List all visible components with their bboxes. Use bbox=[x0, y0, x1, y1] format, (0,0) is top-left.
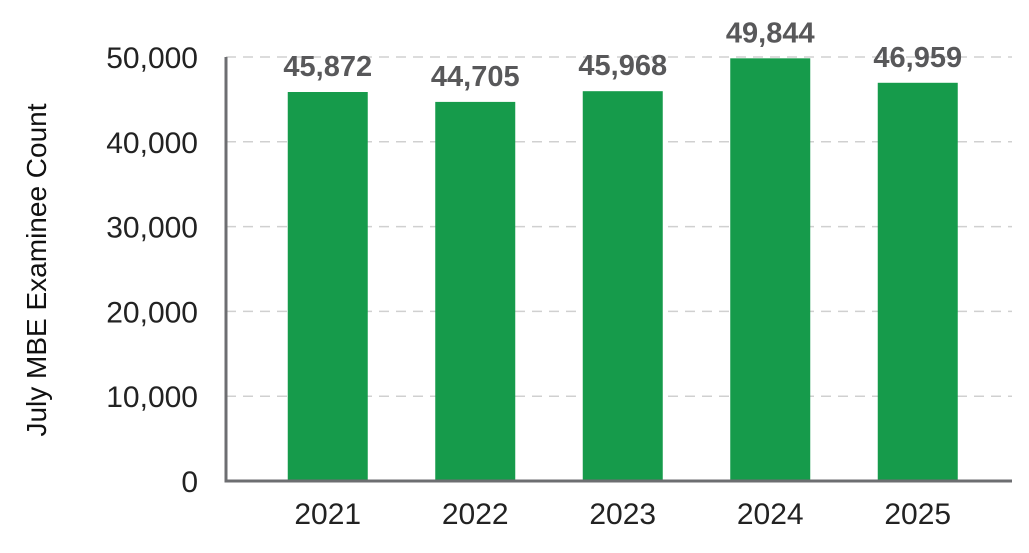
bar-2024 bbox=[730, 58, 811, 482]
y-tick-label: 10,000 bbox=[106, 381, 198, 414]
x-tick-label-2023: 2023 bbox=[589, 498, 656, 531]
bar-2023 bbox=[582, 91, 663, 482]
bars bbox=[287, 58, 958, 482]
axes bbox=[224, 57, 1012, 483]
data-label-2025: 46,959 bbox=[873, 42, 962, 74]
y-tick-label: 40,000 bbox=[106, 127, 198, 160]
y-tick-label: 50,000 bbox=[106, 42, 198, 75]
data-label-2021: 45,872 bbox=[283, 51, 372, 83]
data-label-2024: 49,844 bbox=[726, 17, 815, 49]
y-tick-label: 30,000 bbox=[106, 212, 198, 245]
bar-2022 bbox=[435, 101, 516, 481]
x-tick-label-2021: 2021 bbox=[294, 498, 361, 531]
y-tick-label: 20,000 bbox=[106, 296, 198, 329]
y-axis-title: July MBE Examinee Count bbox=[21, 103, 52, 436]
data-label-2022: 44,705 bbox=[431, 61, 520, 93]
bar-2021 bbox=[287, 92, 368, 482]
x-tick-label-2024: 2024 bbox=[737, 498, 804, 531]
x-tick-label-2025: 2025 bbox=[884, 498, 951, 531]
data-label-2023: 45,968 bbox=[578, 50, 667, 82]
x-tick-label-2022: 2022 bbox=[442, 498, 509, 531]
bar-2025 bbox=[877, 82, 958, 481]
y-tick-label: 0 bbox=[181, 466, 198, 499]
labels: 0 10,000 20,000 30,000 40,000 50,000 45,872 202… bbox=[106, 17, 962, 531]
